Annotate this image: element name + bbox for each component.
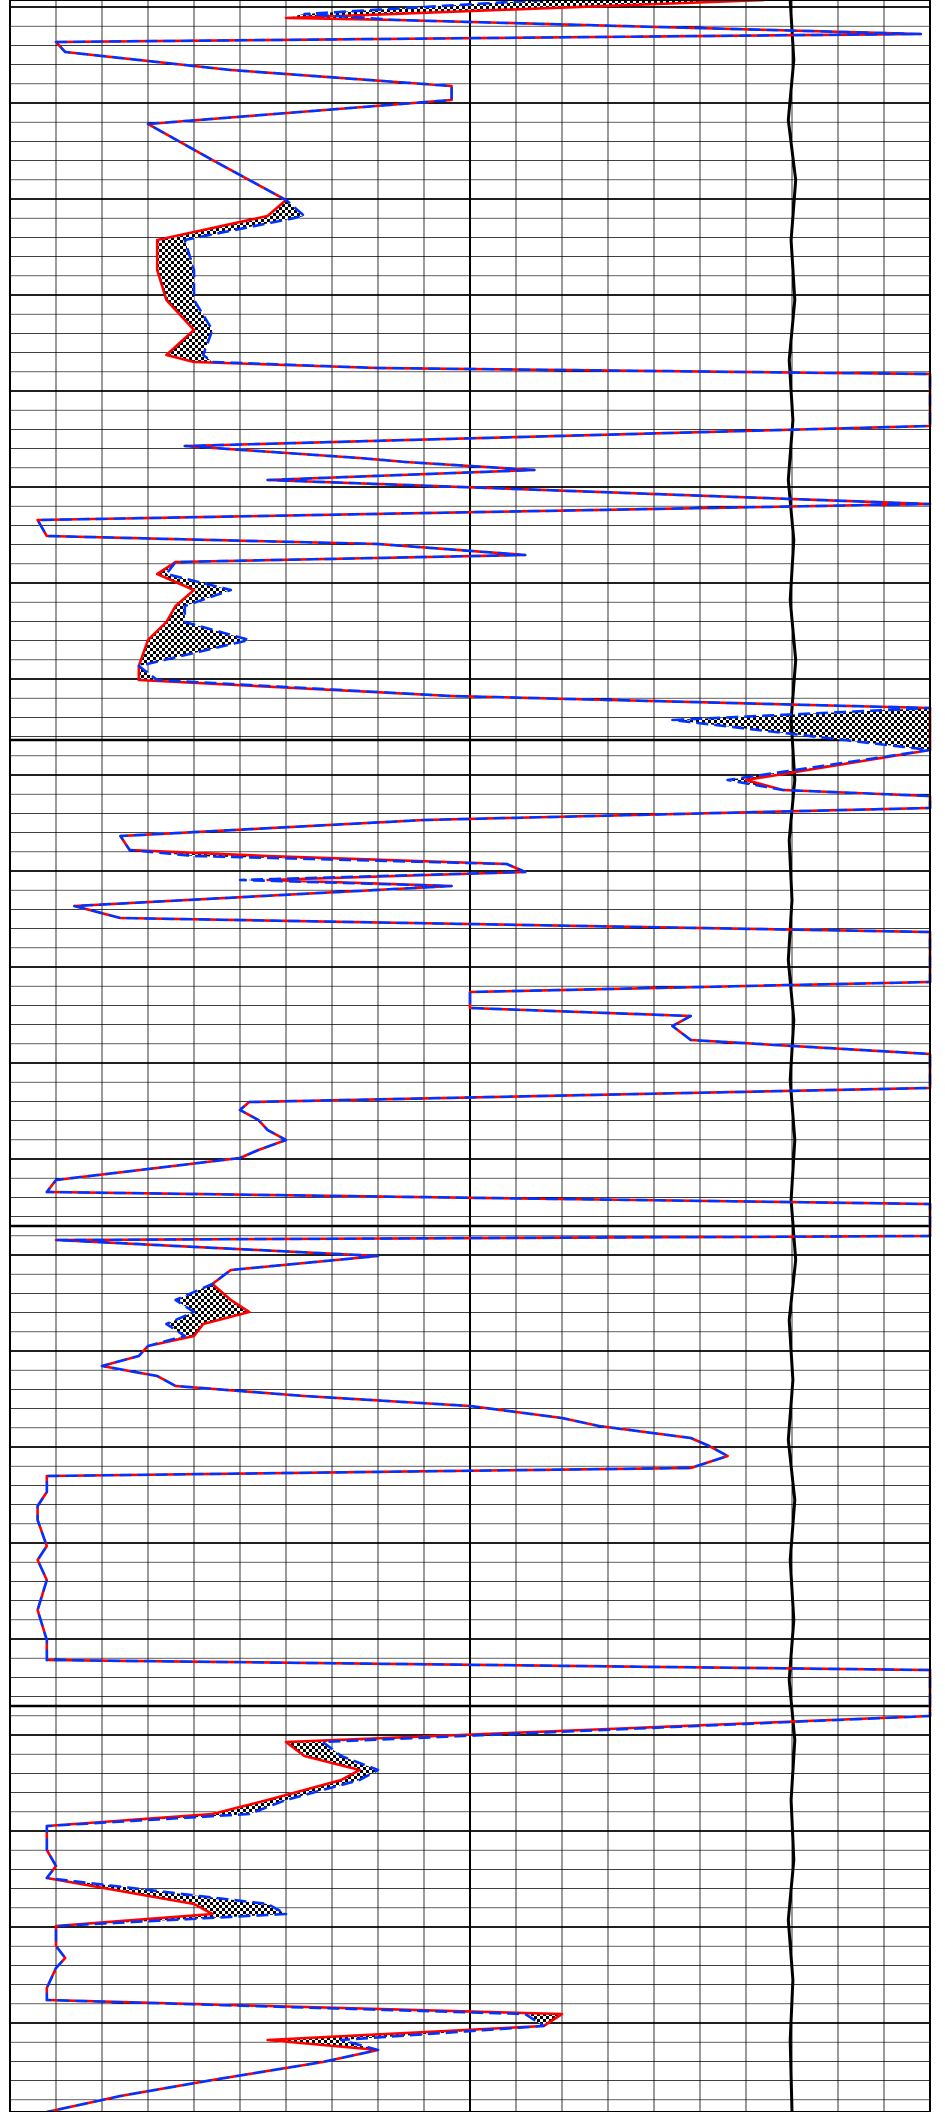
separation-segment [166, 300, 213, 330]
separation-segment [166, 1312, 250, 1324]
curves [9, 0, 932, 2112]
series-line-solid [36, 0, 932, 2112]
track-border [9, 0, 931, 2112]
separation-segment [286, 1742, 342, 1756]
separation-segment [166, 330, 213, 355]
separation-segment [194, 1904, 286, 1914]
separation-segment [157, 216, 305, 240]
separation-segment [175, 1300, 250, 1312]
grid [9, 0, 931, 2112]
separation-segment [525, 2014, 562, 2026]
separation-segment [175, 1284, 231, 1300]
series-line-dashed [36, 0, 932, 2112]
separation-segment [157, 240, 194, 270]
separation-segment [267, 200, 305, 216]
separation-segment [341, 1770, 378, 1780]
separation-segment [672, 720, 930, 750]
series-line-curve [786, 0, 798, 2112]
separation-segment [166, 606, 185, 622]
separation-segment [166, 1324, 204, 1336]
separation-segment [157, 270, 194, 300]
separation-segment [148, 622, 250, 640]
separation-fill [46, 0, 930, 2050]
